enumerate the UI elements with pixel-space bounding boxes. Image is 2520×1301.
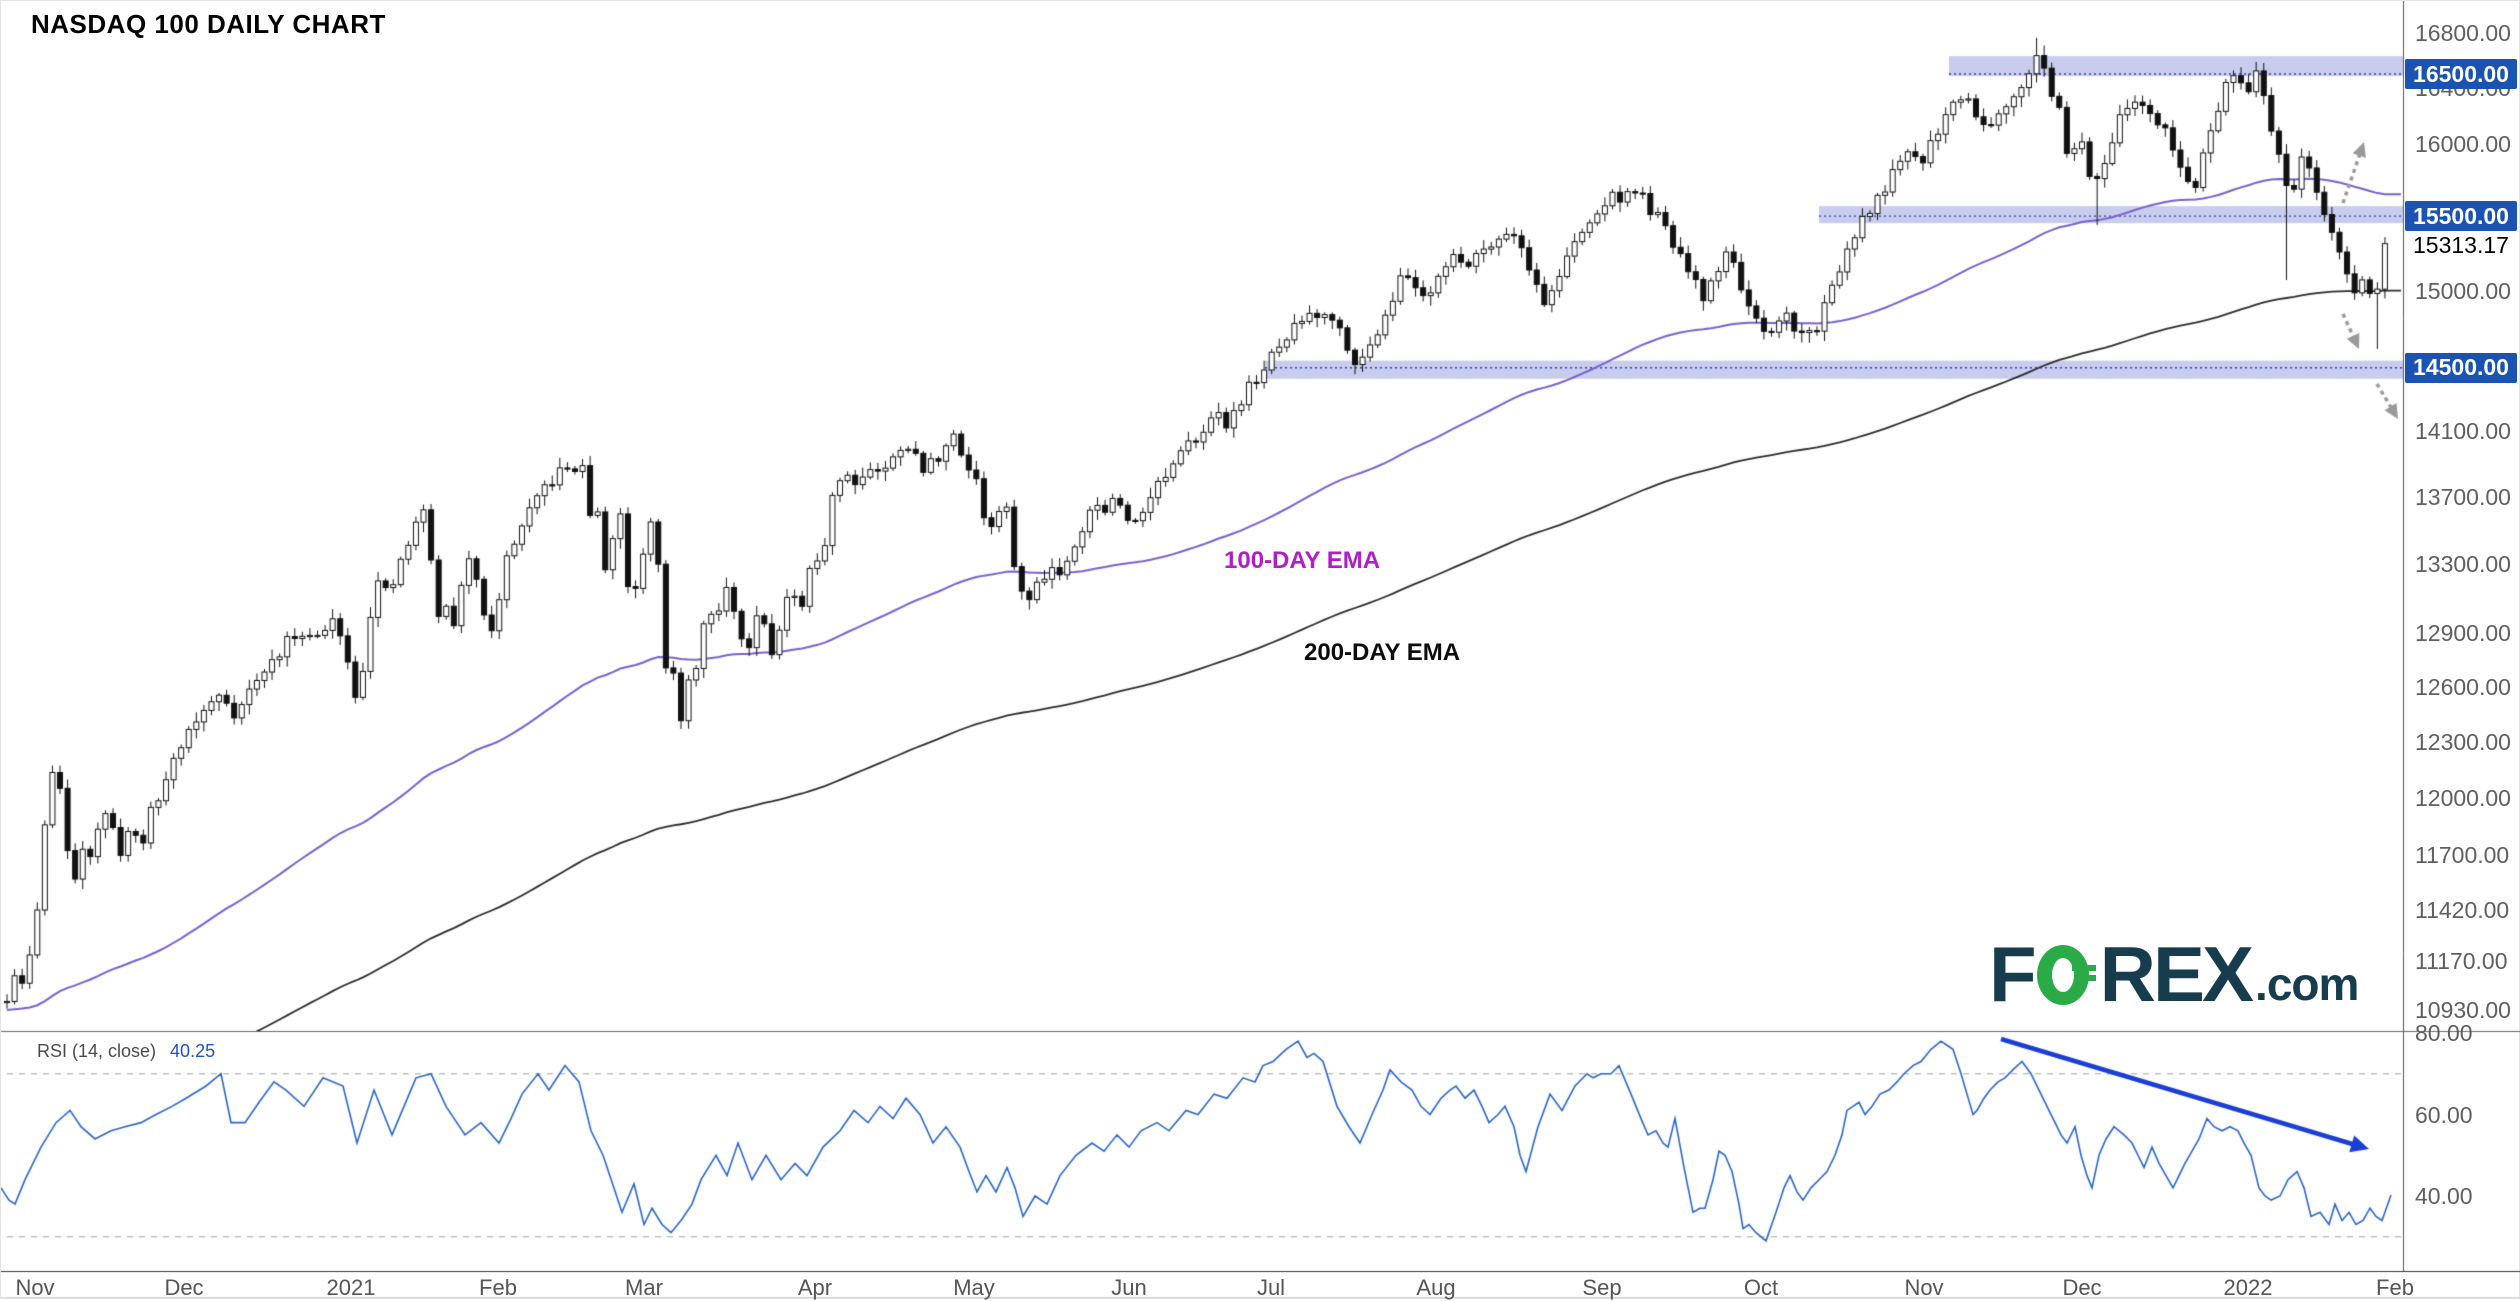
month-label: Jul <box>1256 1275 1286 1300</box>
price-tick-label: 16800.00 <box>2415 20 2511 47</box>
month-label: Sep <box>1582 1275 1622 1300</box>
price-tick-label: 12900.00 <box>2415 620 2511 647</box>
logo-letter-f: F <box>1989 930 2037 1018</box>
price-tick-label: 13700.00 <box>2415 483 2511 510</box>
rsi-indicator-header[interactable]: RSI (14, close) 40.25 <box>37 1041 215 1062</box>
price-tick-label: 10930.00 <box>2415 997 2511 1024</box>
logo-suffix-com: .com <box>2255 958 2359 1010</box>
month-label: May <box>953 1275 995 1300</box>
forex-com-logo: F REX .com <box>1989 930 2359 1018</box>
price-tick-label: 15000.00 <box>2415 277 2511 304</box>
month-label: Mar <box>625 1275 663 1300</box>
month-label: Feb <box>479 1275 517 1300</box>
month-label: Jun <box>1111 1275 1147 1300</box>
month-label: Nov <box>15 1275 55 1300</box>
month-label: 2022 <box>2223 1275 2273 1300</box>
price-tick-label: 12300.00 <box>2415 728 2511 755</box>
month-label: 2021 <box>326 1275 376 1300</box>
month-label: Aug <box>1416 1275 1456 1300</box>
price-tick-label: 12000.00 <box>2415 784 2511 811</box>
price-level-badge: 14500.00 <box>2405 352 2517 383</box>
chart-title: NASDAQ 100 DAILY CHART <box>31 9 386 39</box>
rsi-tick-label: 40.00 <box>2415 1183 2473 1209</box>
ema100-label: 100-DAY EMA <box>1224 547 1381 574</box>
month-label: Dec <box>164 1275 204 1300</box>
month-label: Nov <box>1904 1275 1944 1300</box>
price-level-badge: 15500.00 <box>2405 201 2517 232</box>
logo-letters-rex: REX <box>2099 930 2254 1018</box>
rsi-indicator-name: RSI (14, close) <box>37 1041 157 1061</box>
month-label: Oct <box>1743 1275 1779 1300</box>
price-tick-label: 14100.00 <box>2415 418 2511 445</box>
price-tick-label: 12600.00 <box>2415 673 2511 700</box>
last-price-label: 15313.17 <box>2413 231 2509 258</box>
price-tick-label: 11420.00 <box>2415 897 2510 924</box>
logo-o-icon <box>2036 941 2098 1007</box>
month-label: Dec <box>2062 1275 2102 1300</box>
month-label: Apr <box>797 1275 833 1300</box>
price-level-badge: 16500.00 <box>2405 59 2517 89</box>
rsi-indicator-value: 40.25 <box>170 1041 216 1061</box>
price-tick-label: 13300.00 <box>2415 551 2511 578</box>
price-tick-label: 11700.00 <box>2415 842 2510 869</box>
rsi-tick-label: 60.00 <box>2415 1101 2473 1128</box>
rsi-tick-label: 80.00 <box>2415 1020 2473 1046</box>
ema200-label: 200-DAY EMA <box>1304 639 1461 666</box>
price-tick-label: 16000.00 <box>2415 130 2511 157</box>
price-tick-label: 11170.00 <box>2415 947 2508 974</box>
month-label: Feb <box>2376 1275 2414 1300</box>
